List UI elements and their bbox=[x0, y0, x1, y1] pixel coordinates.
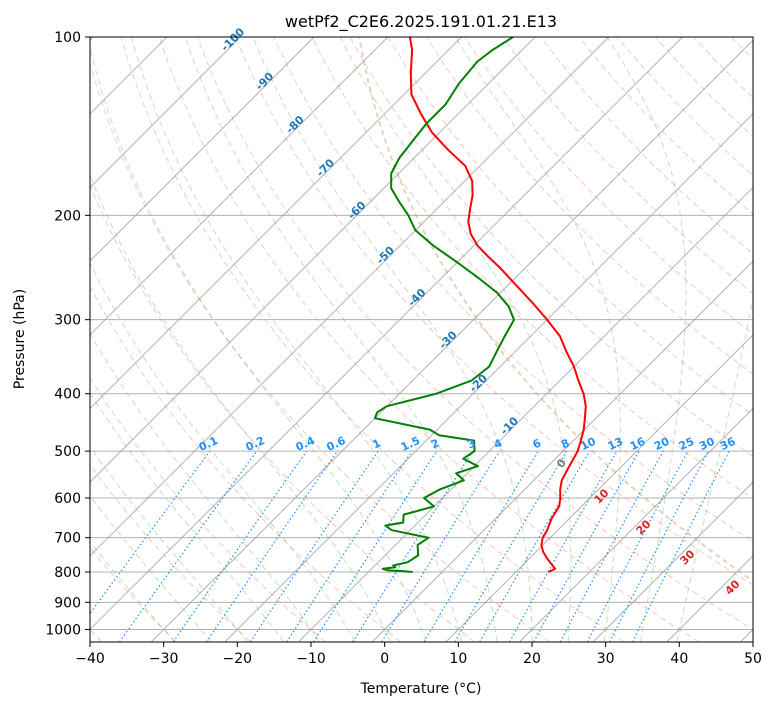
mixing-ratio-line bbox=[533, 450, 640, 642]
dry-adiabat-line bbox=[235, 37, 753, 586]
mixing-ratio-line bbox=[90, 450, 211, 615]
isotherm-line bbox=[519, 407, 753, 642]
isotherm-line bbox=[224, 113, 753, 642]
mixing-ratio-line bbox=[119, 450, 258, 642]
moist-adiabat-line bbox=[606, 37, 687, 642]
dry-adiabat-line bbox=[502, 37, 753, 295]
mixing-ratio-line bbox=[632, 450, 730, 642]
plot-frame bbox=[89, 36, 754, 643]
y-tick-label: 900 bbox=[54, 595, 81, 611]
x-tick-label: −30 bbox=[149, 651, 179, 667]
y-tick-label: 800 bbox=[54, 565, 81, 581]
mixing-ratio-line bbox=[172, 450, 308, 642]
isotherm-line bbox=[90, 37, 536, 483]
moist-adiabat-line bbox=[90, 332, 320, 642]
y-tick-label: 200 bbox=[54, 208, 81, 224]
moist-adiabat-line bbox=[130, 37, 462, 642]
x-tick-label: 40 bbox=[670, 651, 688, 667]
moist-adiabat-line bbox=[90, 173, 392, 642]
temperature-profile-line bbox=[408, 37, 587, 573]
mixing-ratio-line bbox=[286, 450, 413, 642]
dry-adiabat-line bbox=[158, 37, 700, 642]
mixing-ratio-line bbox=[249, 450, 379, 642]
moist-adiabat-line bbox=[90, 262, 356, 642]
x-tick-label: −40 bbox=[75, 651, 105, 667]
mixing-ratio-label: 36 bbox=[718, 435, 738, 453]
y-tick-label: 500 bbox=[54, 444, 81, 460]
isotherm-line bbox=[592, 481, 753, 642]
x-axis-label: Temperature (°C) bbox=[360, 681, 482, 697]
chart-title: wetPf2_C2E6.2025.191.01.21.E13 bbox=[285, 12, 557, 32]
moist-adiabat-line bbox=[252, 37, 533, 642]
y-tick-label: 400 bbox=[54, 387, 81, 403]
mixing-ratio-label: 30 bbox=[697, 435, 717, 453]
y-tick-label: 300 bbox=[54, 313, 81, 329]
mixing-ratio-label: 20 bbox=[652, 435, 672, 453]
mixing-ratio-line bbox=[312, 450, 438, 642]
isotherm-line bbox=[90, 37, 462, 410]
mixing-ratio-label: 16 bbox=[628, 435, 648, 453]
moist-adiabat-line bbox=[676, 295, 753, 642]
moist-adiabat-line bbox=[90, 494, 212, 642]
isotherm-line bbox=[298, 186, 753, 642]
isotherm-line bbox=[445, 334, 753, 642]
mixing-ratio-line bbox=[205, 450, 338, 642]
dry-adiabat-line bbox=[196, 37, 753, 630]
moist-adiabat-line bbox=[90, 392, 285, 642]
background-reference-lines bbox=[90, 37, 753, 642]
x-tick-label: 10 bbox=[449, 651, 467, 667]
moist-adiabat-line bbox=[339, 37, 572, 642]
isotherm-line bbox=[90, 37, 389, 336]
dry-adiabat-line bbox=[90, 463, 252, 642]
dry-adiabat-line bbox=[273, 37, 753, 543]
x-axis-ticks: −40 −30 −20 −10 0 10 20 30 40 50 bbox=[75, 642, 762, 667]
dry-adiabat-line bbox=[311, 37, 753, 500]
mixing-ratio-line bbox=[381, 450, 501, 642]
y-tick-label: 1000 bbox=[45, 622, 81, 638]
isotherm-line bbox=[90, 37, 610, 557]
x-tick-label: 0 bbox=[380, 651, 389, 667]
y-tick-label: 700 bbox=[54, 531, 81, 547]
sounding-profiles bbox=[373, 37, 587, 573]
moist-adiabat-line bbox=[90, 540, 176, 642]
mixing-ratio-line bbox=[509, 450, 618, 642]
x-tick-label: 20 bbox=[523, 651, 541, 667]
tan-reference-arc bbox=[358, 37, 753, 583]
isotherm-line bbox=[90, 37, 683, 631]
moist-adiabat-line bbox=[90, 45, 427, 642]
y-tick-label: 600 bbox=[54, 491, 81, 507]
moist-adiabat-line bbox=[90, 445, 249, 642]
x-tick-label: 50 bbox=[744, 651, 762, 667]
dry-adiabat-line bbox=[90, 377, 327, 642]
x-tick-label: 30 bbox=[597, 651, 615, 667]
mixing-ratio-label: 25 bbox=[677, 435, 696, 453]
isotherm-line bbox=[150, 39, 753, 642]
isotherm-line bbox=[90, 37, 241, 189]
skewed-isotherms bbox=[90, 37, 753, 642]
dry-adiabat-line bbox=[90, 62, 551, 642]
x-tick-label: −20 bbox=[223, 651, 253, 667]
y-axis-ticks: 100 200 300 400 500 600 700 800 900 1000 bbox=[45, 30, 90, 638]
moist-adiabat-line bbox=[184, 37, 498, 642]
isotherm-line bbox=[371, 260, 753, 642]
mixing-ratio-line bbox=[559, 450, 664, 642]
dry-adiabat-line bbox=[120, 37, 625, 642]
isotherm-line bbox=[90, 37, 315, 262]
dewpoint-profile-line bbox=[373, 37, 515, 573]
dry-adiabat-line bbox=[463, 37, 753, 335]
x-tick-label: −10 bbox=[296, 651, 326, 667]
y-tick-label: 100 bbox=[54, 30, 81, 46]
mixing-ratio-label: 10 bbox=[578, 435, 598, 453]
mixing-ratio-label: 13 bbox=[606, 435, 625, 453]
y-axis-label: Pressure (hPa) bbox=[12, 289, 28, 389]
